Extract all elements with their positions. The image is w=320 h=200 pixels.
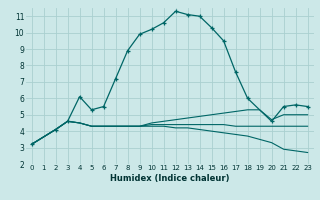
X-axis label: Humidex (Indice chaleur): Humidex (Indice chaleur) xyxy=(110,174,229,183)
